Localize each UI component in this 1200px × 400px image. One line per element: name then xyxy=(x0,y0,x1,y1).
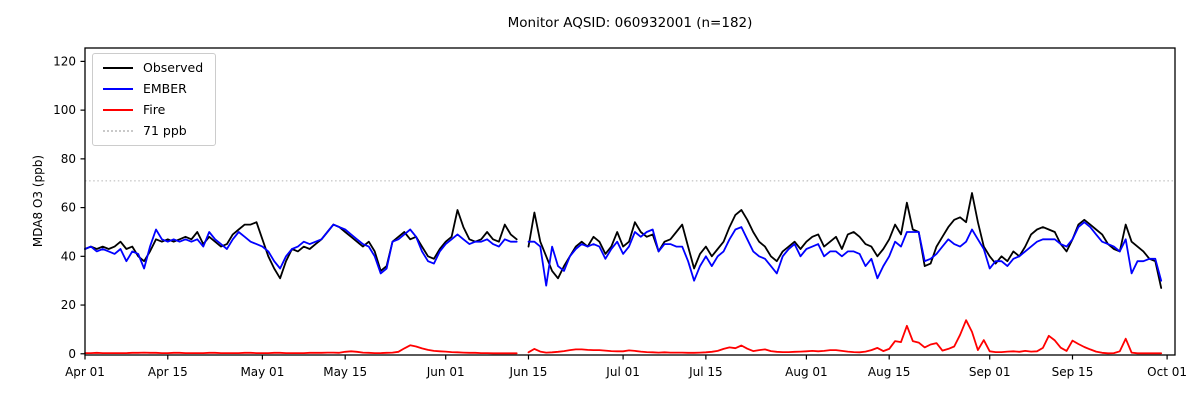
series-line-ember xyxy=(84,221,1163,287)
y-tick-label: 120 xyxy=(53,54,76,68)
legend-line-sample xyxy=(103,109,133,111)
x-tick-label: Oct 01 xyxy=(1147,365,1187,379)
x-tick-label: Sep 01 xyxy=(969,365,1011,379)
y-tick-label: 40 xyxy=(61,249,76,263)
legend-item-fire: Fire xyxy=(103,103,203,117)
legend-line-sample xyxy=(103,130,133,132)
legend-label: EMBER xyxy=(143,81,187,96)
y-tick-label: 20 xyxy=(61,298,76,312)
legend-label: Observed xyxy=(143,60,204,75)
x-tick-label: Jun 01 xyxy=(426,365,465,379)
series-line-observed xyxy=(84,192,1163,289)
legend-line-sample xyxy=(103,88,133,90)
legend: Observed EMBER Fire 71 ppb xyxy=(92,53,217,146)
x-tick-label: Aug 15 xyxy=(868,365,911,379)
legend-label: Fire xyxy=(143,102,166,117)
series-line-fire xyxy=(84,319,1163,355)
y-tick-label: 80 xyxy=(61,152,76,166)
chart-title: Monitor AQSID: 060932001 (n=182) xyxy=(507,15,753,31)
x-tick-label: May 15 xyxy=(323,365,367,379)
legend-item-71-ppb: 71 ppb xyxy=(103,124,203,138)
y-tick-label: 60 xyxy=(61,201,76,215)
x-tick-label: Jul 01 xyxy=(605,365,640,379)
x-tick-label: Jul 15 xyxy=(688,365,723,379)
y-tick-label: 0 xyxy=(68,347,76,361)
legend-item-ember: EMBER xyxy=(103,82,203,96)
x-tick-label: Sep 15 xyxy=(1052,365,1094,379)
legend-item-observed: Observed xyxy=(103,61,203,75)
x-tick-label: Apr 01 xyxy=(65,365,105,379)
x-tick-label: Jun 15 xyxy=(509,365,548,379)
legend-label: 71 ppb xyxy=(143,123,187,138)
x-tick-label: May 01 xyxy=(240,365,284,379)
plot-border xyxy=(84,47,1176,356)
legend-line-sample xyxy=(103,67,133,69)
x-tick-label: Apr 15 xyxy=(148,365,188,379)
x-tick-label: Aug 01 xyxy=(785,365,828,379)
y-tick-label: 100 xyxy=(53,103,76,117)
